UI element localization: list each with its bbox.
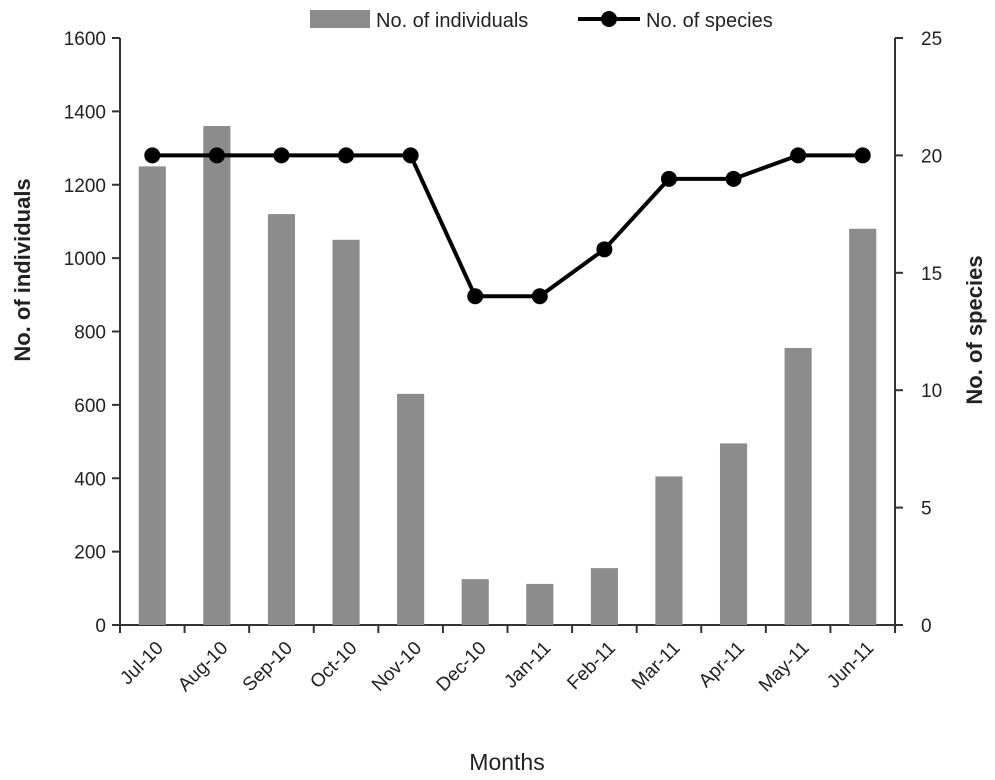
x-tick-label: May-11: [755, 638, 814, 697]
species-point: [338, 147, 355, 164]
x-axis-title: Months: [469, 749, 544, 775]
legend-line-label: No. of species: [646, 10, 773, 32]
x-tick-label: Dec-10: [433, 638, 491, 696]
bar: [138, 166, 166, 625]
x-tick-label: Jun-11: [823, 638, 878, 693]
legend-line-marker: [601, 11, 617, 27]
axes: [119, 38, 896, 626]
right-tick-label: 15: [921, 264, 942, 285]
x-axis-ticks: Jul-10 Aug-10 Sep-10 Oct-10 Nov-10 Dec-10 Jan-…: [116, 625, 896, 697]
right-tick-label: 25: [921, 29, 942, 50]
left-tick-label: 0: [95, 616, 106, 637]
legend-bar-label: No. of individuals: [376, 10, 528, 32]
left-tick-label: 1200: [64, 176, 106, 197]
x-tick-label: Apr-11: [695, 638, 749, 692]
left-axis-ticks: 0 200 400 600 800 1000 1200 1400 1600: [64, 29, 120, 637]
y-left-axis-title: No. of individuals: [10, 178, 35, 361]
x-tick-label: Feb-11: [563, 638, 619, 694]
bar: [849, 228, 877, 625]
bar: [332, 239, 360, 625]
x-tick-label: Nov-10: [368, 638, 426, 696]
bar: [784, 348, 812, 625]
bar: [526, 583, 554, 625]
bar: [267, 214, 296, 625]
x-tick-label: Aug-10: [174, 638, 232, 696]
legend-bar-swatch: [310, 10, 370, 28]
bar: [655, 476, 683, 625]
species-point: [208, 147, 225, 164]
bar-series: [138, 126, 877, 626]
species-point: [790, 147, 807, 164]
left-tick-label: 200: [74, 543, 106, 564]
bar: [461, 579, 489, 625]
left-tick-label: 1600: [64, 29, 106, 50]
species-point: [273, 147, 290, 164]
species-point: [144, 147, 161, 164]
left-tick-label: 1000: [64, 249, 106, 270]
species-point: [531, 288, 548, 305]
right-tick-label: 10: [921, 381, 942, 402]
right-tick-label: 5: [921, 499, 932, 520]
right-axis-ticks: 0 5 10 15 20 25: [895, 29, 942, 637]
right-tick-label: 20: [921, 146, 942, 167]
species-point: [854, 147, 871, 164]
x-tick-label: Mar-11: [628, 638, 684, 694]
legend: No. of individuals No. of species: [310, 10, 773, 32]
x-tick-label: Jan-11: [500, 638, 555, 693]
bar: [203, 126, 231, 626]
species-point: [725, 170, 742, 187]
species-point: [402, 147, 419, 164]
bar: [397, 393, 425, 625]
x-tick-label: Jul-10: [116, 638, 167, 689]
species-point: [660, 170, 677, 187]
y-right-axis-title: No. of species: [962, 255, 987, 404]
left-tick-label: 600: [74, 396, 106, 417]
species-line: [152, 153, 863, 299]
line-series: [144, 147, 871, 305]
left-tick-label: 800: [74, 323, 106, 344]
x-tick-label: Sep-10: [239, 638, 297, 696]
x-tick-label: Oct-10: [306, 638, 361, 693]
species-point: [596, 241, 613, 258]
right-tick-label: 0: [921, 616, 932, 637]
bar: [590, 568, 618, 625]
species-point: [467, 288, 484, 305]
bar: [719, 443, 748, 625]
left-tick-label: 400: [74, 469, 106, 490]
left-tick-label: 1400: [64, 102, 106, 123]
